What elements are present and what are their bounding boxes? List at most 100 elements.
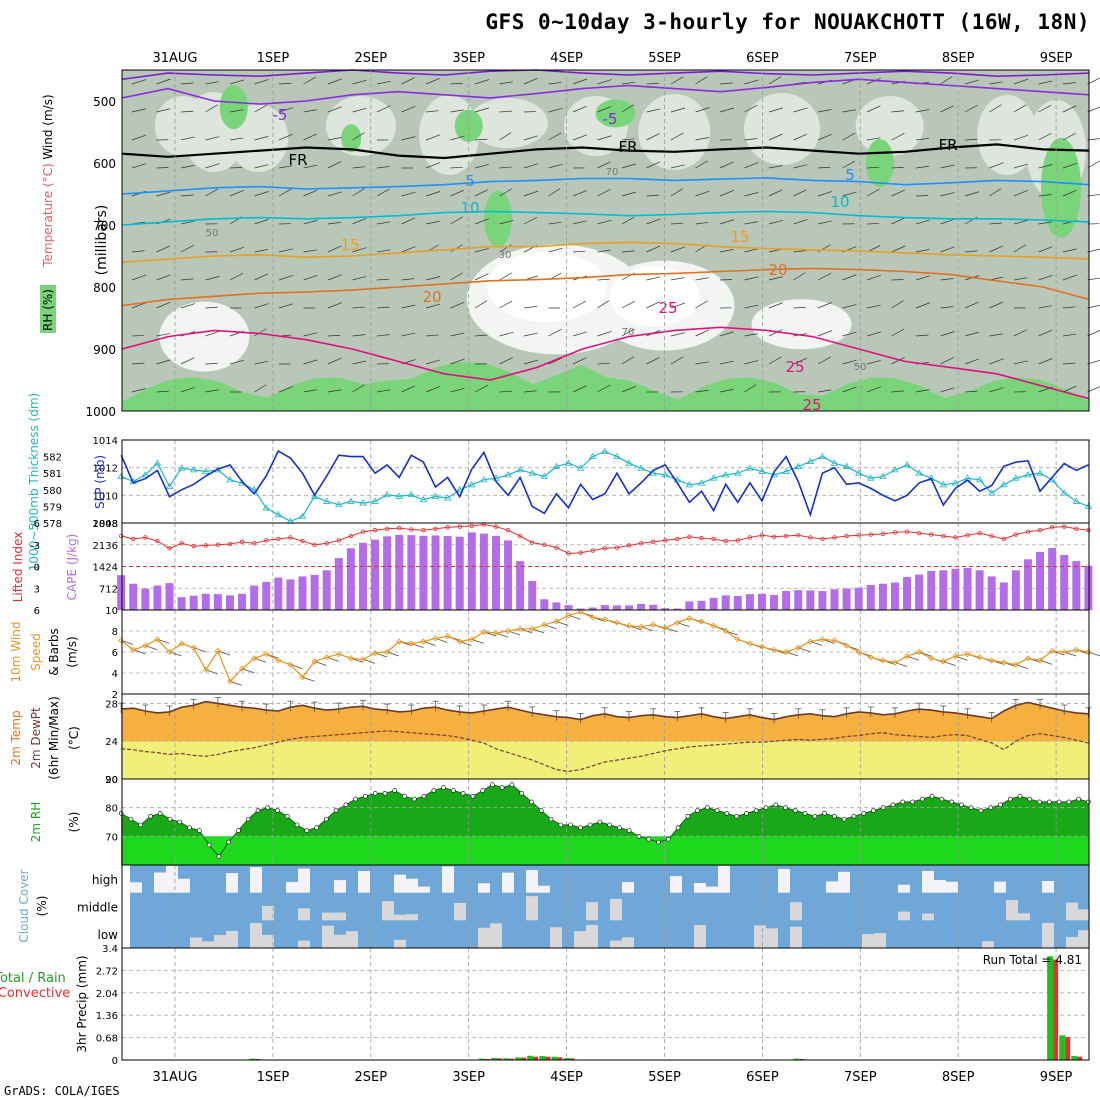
contour-label: 70 [622,327,635,338]
wind-speed-point [190,644,197,651]
wind-barb [572,385,587,393]
wind-barb [376,166,390,169]
wind-barb [303,359,318,365]
wind-speed-point [359,656,367,663]
wind-barb [474,189,489,197]
wind-barb [768,276,783,281]
wind-barb [1087,160,1100,169]
wind-barb [1062,385,1077,393]
wind-speed-point [1024,655,1032,662]
wind-barb [523,77,538,85]
li-point [360,529,366,534]
wind-barb [670,76,684,85]
cloud-cell [262,935,274,948]
precip-total-bar [1071,1056,1078,1060]
wind-barb [989,245,1004,253]
rh-point [558,822,564,828]
wind-barb [719,388,734,393]
cloud-cell [190,937,202,948]
wind-barb [793,107,808,113]
cloud-cell [610,898,622,921]
wind-barb [376,278,390,281]
rh-point [1047,799,1052,805]
rh-point [372,791,378,796]
wind-barb [842,359,857,365]
li-point [179,541,184,546]
rh-point [1027,796,1033,802]
profile-frame [121,69,1090,412]
rh-point [949,799,954,805]
wind-barb [964,250,978,253]
wind-barb [744,162,759,169]
cape-bar [274,577,283,610]
wind-barb [572,220,587,225]
wind-barb [180,386,196,393]
rh-point [284,813,290,819]
wind-barb [572,105,587,113]
wind-barb [303,189,318,197]
rh-point [636,834,642,839]
wind-barb [131,108,146,113]
wind-barb [548,132,562,141]
wind-barb [156,274,171,281]
wind-speed-point [408,640,415,647]
wind-barb [352,166,366,169]
wind-barb [327,106,343,113]
rh-point [519,791,525,796]
wind-speed-point [891,659,899,666]
wind-barb [866,274,882,281]
cape-bar [890,582,899,610]
rh-point [1076,796,1081,802]
wind-barb [499,166,513,169]
li-point [929,532,934,537]
profile-y-tick: 700 [93,219,116,233]
contour-label: 20 [768,261,787,279]
wind-barb [523,332,538,337]
cape-bar [999,582,1008,610]
rh-point [1017,793,1023,799]
wind-barb [327,221,342,225]
precip-total-bar [793,1058,800,1060]
wind-barb [156,78,171,85]
wind-speed-point [1049,647,1056,655]
wind-barb [719,360,734,365]
cloud-ylabel-2: (%) [35,896,49,917]
wind-barb [425,334,439,337]
wind-barb [1087,138,1100,141]
wind-barb [205,104,218,113]
li-point [566,551,571,556]
wind-barb [352,79,367,85]
wind-barb [989,387,1004,393]
wind-barb [621,138,635,141]
cape-bar [1011,570,1020,610]
isotherm-25 [121,326,1090,400]
li-point [820,536,825,542]
wind-speed-point [855,648,862,656]
wind-speed-point [492,630,500,637]
rh-point [343,802,349,808]
wind-barb [131,362,145,365]
li-point [445,525,450,530]
wind-barb [964,331,980,337]
wind-barb [278,303,294,309]
wind-speed-point [770,646,778,653]
rh-band-50 [326,96,397,156]
wind-barb [646,276,661,281]
wind-barb [695,76,708,85]
cape-y-tick: 2848 [93,519,118,530]
wind-barb [303,389,317,393]
cloud-cell [874,933,886,948]
thickness-point [322,497,331,504]
cape-bar [467,532,476,610]
wind-barb [964,138,978,141]
wind-barb [450,332,465,337]
wind-barb [646,108,661,113]
wind-barb [278,274,294,281]
wind-barb [646,357,660,365]
wind-barb [450,301,465,309]
wind-barb [254,164,269,169]
wind-barb [1062,189,1077,197]
wind-barb [376,80,391,85]
rh-band-50 [855,96,924,156]
wind-barb [817,273,832,281]
